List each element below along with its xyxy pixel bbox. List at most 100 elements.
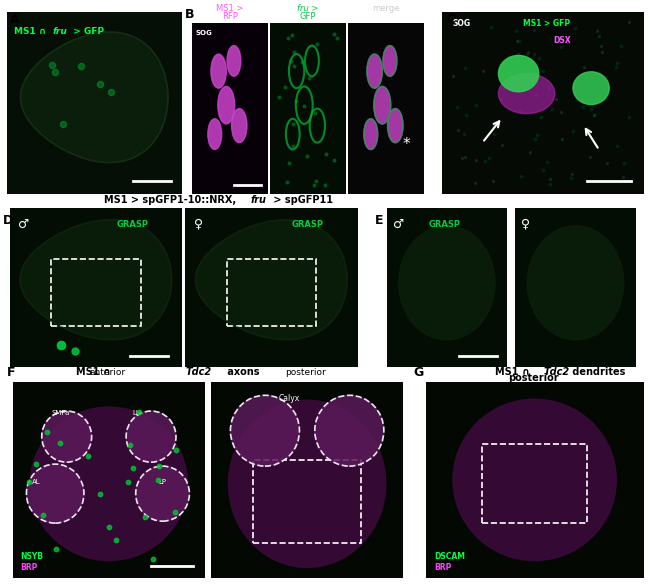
Point — [308, 180, 318, 190]
Circle shape — [126, 411, 176, 462]
Point — [299, 102, 309, 111]
Point — [495, 94, 506, 103]
Text: dendrites: dendrites — [569, 367, 625, 377]
Point — [522, 49, 532, 59]
Ellipse shape — [398, 226, 495, 340]
Point — [31, 459, 41, 468]
Point — [302, 151, 313, 161]
Text: Tdc2: Tdc2 — [543, 367, 569, 377]
Text: merge: merge — [372, 4, 400, 13]
Text: C: C — [446, 13, 455, 26]
Point — [319, 180, 330, 190]
Point — [283, 33, 293, 42]
Text: DSX: DSX — [552, 36, 571, 45]
Text: DSCAM: DSCAM — [434, 552, 465, 561]
Point — [545, 180, 555, 189]
Point — [612, 141, 622, 151]
Point — [579, 62, 590, 72]
Point — [556, 42, 566, 52]
Point — [531, 90, 541, 99]
Point — [83, 452, 94, 461]
Point — [592, 26, 602, 35]
Point — [488, 176, 498, 185]
Point — [525, 147, 535, 157]
Point — [47, 60, 57, 70]
Circle shape — [383, 46, 397, 76]
Text: MS1 ∩: MS1 ∩ — [14, 26, 49, 36]
Text: > spGFP11: > spGFP11 — [270, 195, 333, 205]
Point — [616, 41, 626, 50]
Text: B: B — [185, 8, 195, 21]
Point — [283, 158, 294, 168]
Point — [38, 511, 48, 520]
Point — [611, 62, 621, 72]
Point — [581, 72, 592, 82]
Point — [536, 112, 546, 122]
Text: fru >: fru > — [298, 4, 318, 13]
Text: axons: axons — [224, 367, 260, 377]
Point — [568, 127, 578, 136]
Text: BRP: BRP — [21, 564, 38, 572]
Point — [586, 104, 597, 114]
Text: MS1 ∩: MS1 ∩ — [75, 367, 114, 377]
Point — [289, 61, 299, 70]
Text: RFP: RFP — [222, 12, 238, 21]
Point — [328, 155, 339, 164]
Point — [578, 95, 588, 104]
Circle shape — [218, 86, 235, 124]
Circle shape — [42, 411, 92, 462]
Point — [471, 100, 482, 110]
Text: GRASP: GRASP — [429, 220, 461, 230]
Point — [470, 178, 480, 188]
Circle shape — [231, 109, 247, 143]
Point — [51, 544, 61, 554]
Point — [523, 48, 534, 57]
Point — [480, 156, 490, 165]
Point — [148, 555, 158, 564]
Ellipse shape — [499, 73, 555, 114]
Text: LH: LH — [132, 410, 141, 416]
Point — [511, 26, 521, 35]
Text: fru: fru — [52, 26, 67, 36]
Point — [583, 124, 593, 133]
Point — [297, 58, 307, 67]
Point — [478, 66, 488, 75]
Point — [585, 153, 595, 162]
Point — [619, 158, 630, 168]
Point — [460, 64, 471, 73]
Point — [543, 83, 554, 93]
Text: GFP: GFP — [300, 12, 317, 21]
Point — [310, 109, 320, 118]
Text: ♂: ♂ — [393, 217, 404, 231]
Point — [529, 49, 539, 58]
Point — [55, 438, 66, 447]
Point — [551, 35, 561, 44]
Circle shape — [374, 86, 391, 124]
Point — [460, 152, 470, 161]
Point — [529, 25, 539, 35]
Point — [504, 52, 514, 62]
Point — [516, 171, 526, 181]
Polygon shape — [21, 32, 168, 163]
Point — [95, 79, 105, 89]
Point — [312, 39, 322, 49]
Text: *: * — [403, 137, 411, 153]
Point — [471, 156, 481, 165]
Text: MS1 > spGFP1-10::NRX,: MS1 > spGFP1-10::NRX, — [104, 195, 239, 205]
Text: G: G — [413, 366, 424, 379]
Point — [599, 95, 609, 104]
Point — [70, 346, 81, 356]
Text: Calyx: Calyx — [278, 394, 300, 403]
Point — [461, 111, 471, 120]
Text: MS1 >: MS1 > — [216, 4, 244, 13]
Ellipse shape — [453, 399, 616, 561]
Point — [530, 134, 541, 144]
Point — [534, 53, 544, 62]
Text: Tdc2: Tdc2 — [185, 367, 211, 377]
Text: ♀: ♀ — [521, 217, 530, 231]
Point — [451, 103, 462, 112]
Text: anterior: anterior — [89, 369, 125, 377]
Point — [526, 76, 537, 86]
Point — [288, 119, 298, 129]
Ellipse shape — [229, 400, 385, 568]
